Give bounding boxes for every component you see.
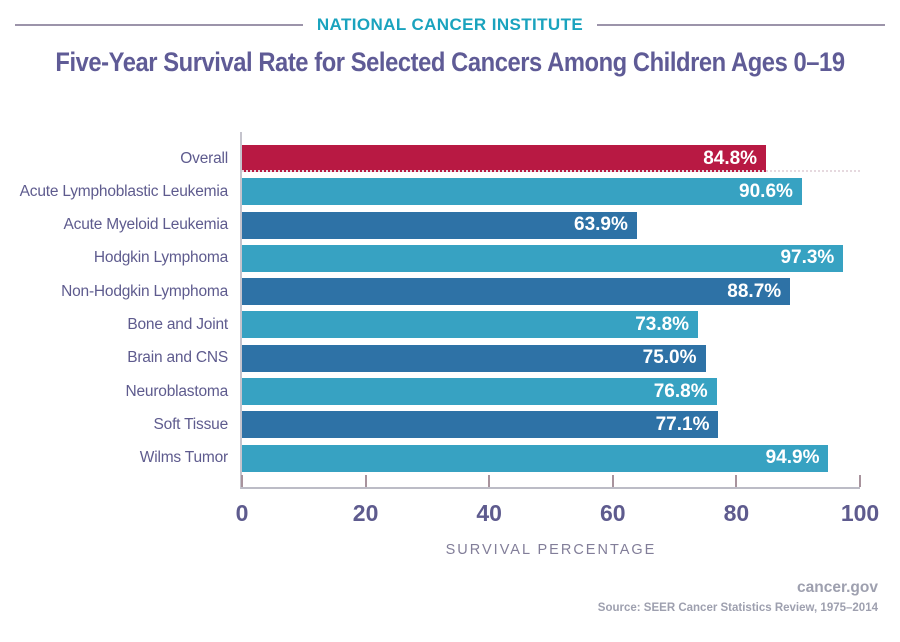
category-label-neuroblastoma: Neuroblastoma bbox=[125, 382, 228, 400]
header-rule-right bbox=[597, 24, 886, 26]
bar-acute-myeloid-leukemia: 63.9% bbox=[242, 211, 637, 239]
bar-overall: 84.8% bbox=[242, 145, 767, 172]
bar-wilms-tumor: 94.9% bbox=[242, 444, 829, 472]
bar-value-label: 97.3% bbox=[780, 247, 835, 269]
category-label-soft-tissue: Soft Tissue bbox=[153, 415, 229, 433]
x-axis-tick bbox=[364, 475, 367, 487]
bar-brain-and-cns: 75.0% bbox=[242, 344, 706, 372]
x-axis-tick-label: 40 bbox=[476, 500, 502, 526]
x-axis-tick bbox=[735, 475, 738, 487]
x-axis-tick-label: 60 bbox=[600, 500, 626, 526]
category-label-brain-and-cns: Brain and CNS bbox=[127, 349, 228, 367]
bar-value-label: 88.7% bbox=[727, 280, 782, 302]
category-label-non-hodgkin-lymphoma: Non-Hodgkin Lymphoma bbox=[61, 282, 228, 300]
category-label-overall: Overall bbox=[180, 149, 228, 167]
bar-soft-tissue: 77.1% bbox=[242, 411, 719, 439]
bar-value-label: 63.9% bbox=[574, 214, 628, 236]
x-axis-tick bbox=[241, 475, 243, 487]
bar-value-label: 73.8% bbox=[635, 313, 690, 335]
site-label: cancer.gov bbox=[797, 579, 878, 596]
bar-value-label: 94.9% bbox=[765, 447, 820, 469]
x-axis-tick bbox=[611, 475, 614, 487]
bar-value-label: 90.6% bbox=[739, 180, 793, 202]
plot-area: 84.8% 90.6% 63.9% 97.3% 88.7% 73.8% 75.0… bbox=[236, 132, 879, 558]
x-axis-tick-label: 100 bbox=[840, 500, 880, 526]
category-label-wilms-tumor: Wilms Tumor bbox=[139, 449, 228, 467]
category-labels: Overall Acute Lymphoblastic Leukemia Acu… bbox=[0, 132, 229, 478]
x-axis-tick bbox=[859, 475, 861, 487]
bar-value-label: 77.1% bbox=[655, 413, 710, 435]
bar-value-label: 76.8% bbox=[653, 380, 708, 402]
bar-value-label: 75.0% bbox=[642, 347, 697, 369]
overall-divider-dotted-line bbox=[242, 170, 860, 172]
x-axis-tick-label: 0 bbox=[235, 500, 249, 526]
bar-value-label: 84.8% bbox=[703, 147, 758, 169]
category-label-bone-and-joint: Bone and Joint bbox=[127, 315, 228, 333]
x-axis-title: SURVIVAL PERCENTAGE bbox=[445, 542, 657, 558]
x-axis-tick bbox=[488, 475, 491, 487]
bar-acute-lymphoblastic-leukemia: 90.6% bbox=[242, 178, 802, 206]
category-label-acute-myeloid-leukemia: Acute Myeloid Leukemia bbox=[63, 216, 229, 234]
institute-label: NATIONAL CANCER INSTITUTE bbox=[316, 15, 584, 34]
bar-neuroblastoma: 76.8% bbox=[242, 378, 717, 406]
bar-hodgkin-lymphoma: 97.3% bbox=[242, 244, 844, 272]
footer: cancer.gov Source: SEER Cancer Statistic… bbox=[598, 579, 878, 614]
category-label-acute-lymphoblastic-leukemia: Acute Lymphoblastic Leukemia bbox=[19, 182, 229, 200]
category-label-hodgkin-lymphoma: Hodgkin Lymphoma bbox=[93, 249, 228, 267]
x-axis-tick-label: 20 bbox=[352, 500, 379, 526]
chart-title: Five-Year Survival Rate for Selected Can… bbox=[55, 47, 845, 77]
header: NATIONAL CANCER INSTITUTE bbox=[15, 15, 886, 35]
header-rule-left bbox=[15, 24, 303, 26]
bar-bone-and-joint: 73.8% bbox=[242, 311, 699, 339]
x-axis-tick-label: 80 bbox=[723, 500, 750, 526]
bar-non-hodgkin-lymphoma: 88.7% bbox=[242, 278, 791, 306]
source-attribution: Source: SEER Cancer Statistics Review, 1… bbox=[597, 602, 878, 614]
